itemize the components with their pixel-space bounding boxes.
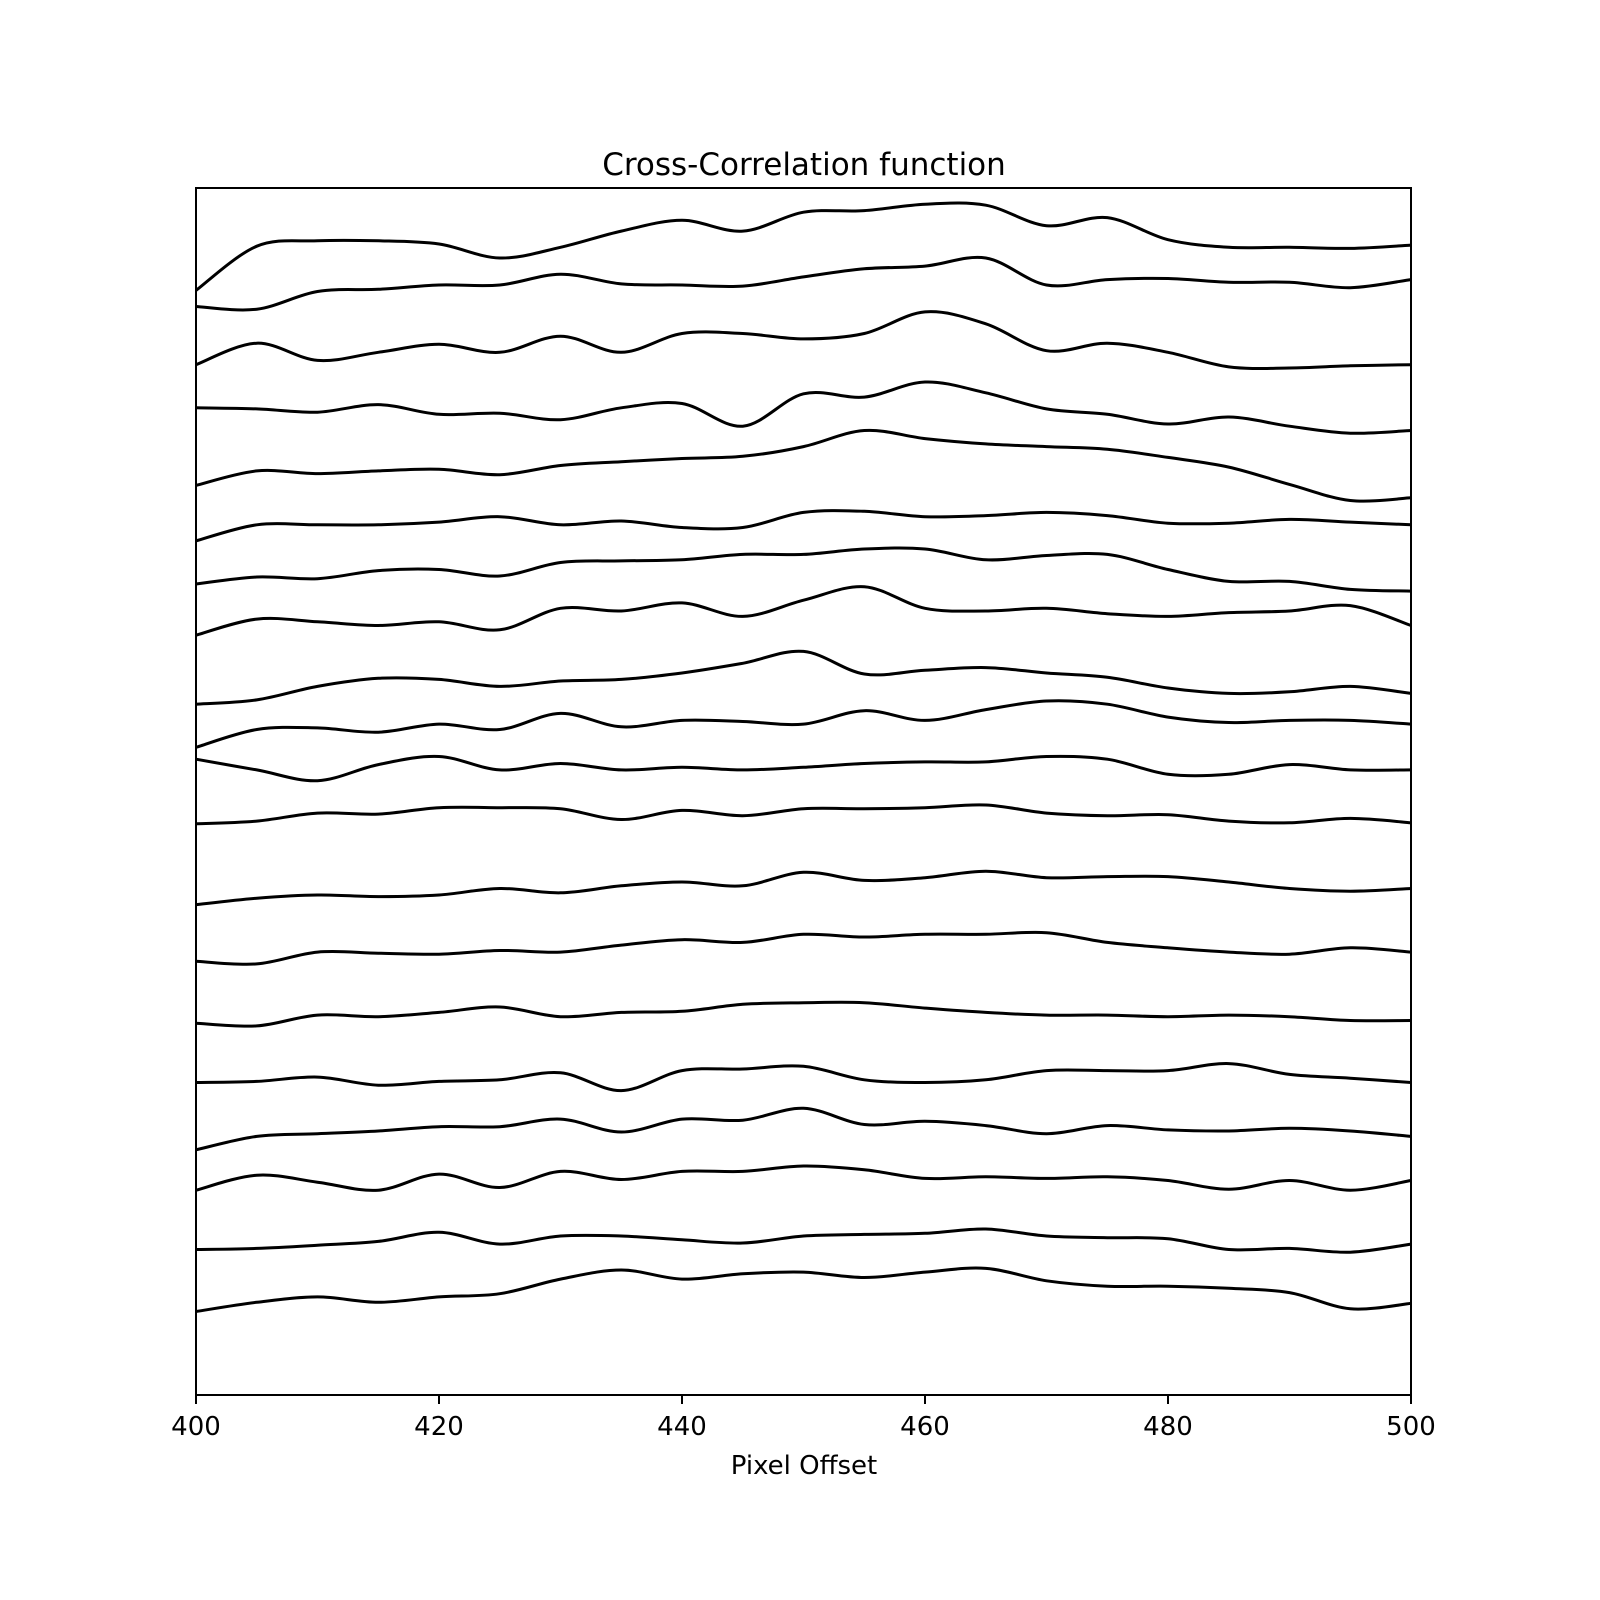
series-line-8 [195,585,1412,637]
x-tick-label: 400 [171,1412,221,1442]
x-tick-label: 500 [1386,1412,1436,1442]
series-line-13 [195,869,1412,907]
x-tick-label: 480 [1143,1412,1193,1442]
series-line-15 [195,1000,1412,1028]
series-line-19 [195,1227,1412,1254]
x-tick-label: 420 [414,1412,464,1442]
series-line-11 [195,754,1412,783]
series-line-6 [195,509,1412,543]
x-tick-label: 460 [900,1412,950,1442]
series-line-12 [195,803,1412,826]
series-line-3 [195,310,1412,370]
x-axis-ticks: 400 420 440 460 480 500 [171,1395,1436,1442]
plot-area-frame [195,187,1412,1396]
x-axis-label: Pixel Offset [731,1451,878,1481]
series-line-17 [195,1106,1412,1152]
chart-title: Cross-Correlation function [602,147,1006,183]
series-line-9 [195,649,1412,706]
series-line-10 [195,699,1412,749]
x-tick-label: 440 [657,1412,707,1442]
series-line-7 [195,546,1412,593]
plot-lines [195,201,1412,1313]
series-line-4 [195,380,1412,435]
series-line-1 [195,201,1412,292]
series-line-2 [195,255,1412,312]
series-line-16 [195,1062,1412,1093]
series-line-14 [195,930,1412,966]
series-line-5 [195,428,1412,503]
series-line-20 [195,1266,1412,1313]
series-line-18 [195,1164,1412,1192]
